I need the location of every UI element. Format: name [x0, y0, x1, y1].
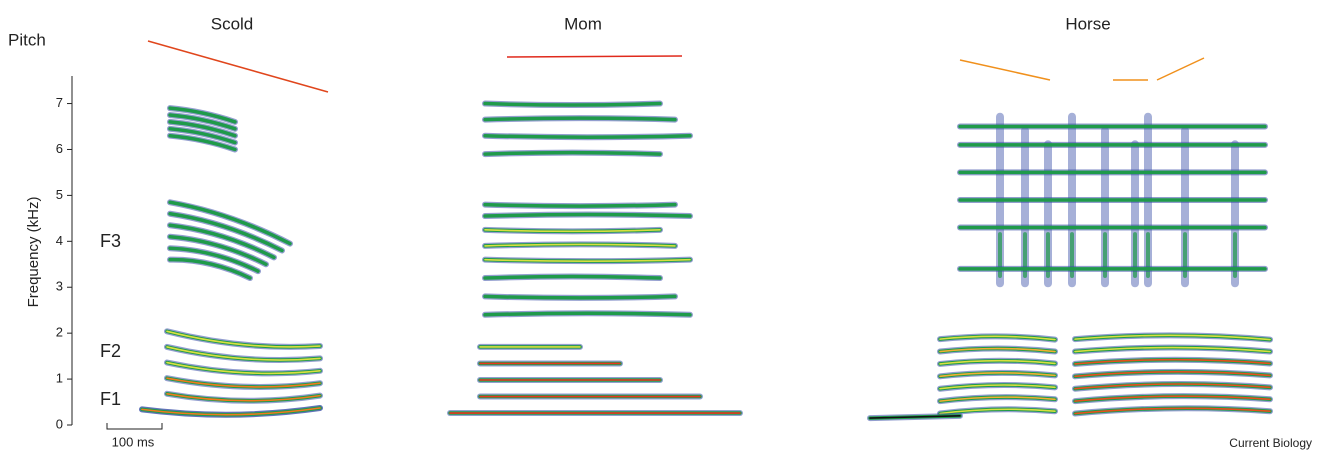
- formant-label: F3: [100, 231, 121, 251]
- panel-title: Mom: [564, 14, 602, 33]
- y-tick-label: 5: [56, 187, 63, 202]
- page: {"chart_data": {"type": "spectrogram", "…: [0, 0, 1320, 453]
- harmonic: [485, 296, 675, 298]
- pitch-contour: [507, 56, 682, 57]
- y-axis-label: Frequency (kHz): [25, 197, 42, 308]
- pitch-contour: [1157, 58, 1204, 80]
- panel-title: Scold: [211, 14, 254, 33]
- harmonic: [485, 205, 675, 207]
- figure: Pitch Frequency (kHz) F3 F2 F1 100 ms Cu…: [0, 0, 1320, 453]
- harmonic: [485, 153, 660, 155]
- spectrograms: [142, 104, 1270, 419]
- pitch-label: Pitch: [8, 30, 46, 49]
- formant-label: F1: [100, 389, 121, 409]
- harmonic: [485, 136, 690, 138]
- scale-bar-label: 100 ms: [112, 434, 155, 449]
- y-tick-label: 7: [56, 95, 63, 110]
- formant-label: F2: [100, 341, 121, 361]
- pitch-contour: [148, 41, 328, 92]
- harmonic: [485, 277, 660, 279]
- y-tick-label: 1: [56, 371, 63, 386]
- pitch-contour: [960, 60, 1050, 80]
- credit: Current Biology: [1229, 436, 1312, 450]
- panel-title: Horse: [1065, 14, 1110, 33]
- y-tick-label: 4: [56, 233, 63, 248]
- y-tick-label: 0: [56, 416, 63, 431]
- y-tick-label: 3: [56, 279, 63, 294]
- harmonic: [485, 118, 675, 120]
- scale-bar: [107, 423, 162, 429]
- harmonic: [485, 313, 690, 315]
- y-tick-label: 6: [56, 141, 63, 156]
- harmonic: [485, 104, 660, 106]
- harmonic: [485, 215, 690, 217]
- y-tick-label: 2: [56, 325, 63, 340]
